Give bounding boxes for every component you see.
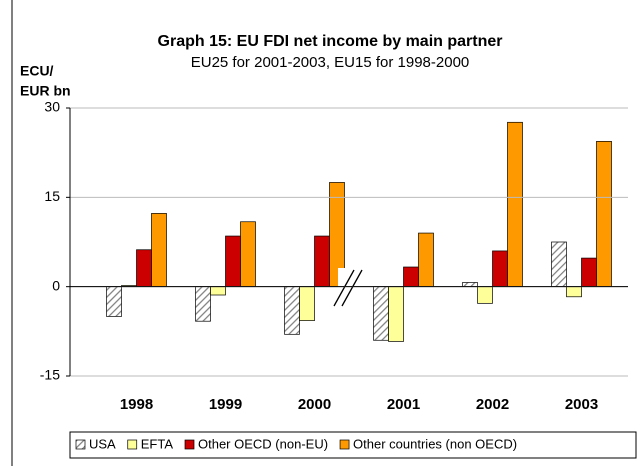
chart-title: Graph 15: EU FDI net income by main part… <box>158 33 503 50</box>
legend-label: USA <box>89 436 116 451</box>
legend-swatch <box>127 439 138 450</box>
legend-swatch <box>184 439 195 450</box>
legend-label: EFTA <box>141 436 174 451</box>
y-tick-label: -15 <box>40 367 60 383</box>
y-tick-label: 15 <box>44 188 60 204</box>
bar <box>225 235 241 288</box>
bar <box>210 286 226 296</box>
chart-subtitle: EU25 for 2001-2003, EU15 for 1998-2000 <box>191 54 470 71</box>
legend-swatch <box>75 439 86 450</box>
y-tick-label: 0 <box>52 277 60 293</box>
x-tick-label: 1999 <box>209 396 242 413</box>
legend-box <box>69 431 637 459</box>
bar <box>418 232 434 288</box>
bar <box>462 282 478 288</box>
bar <box>195 286 211 322</box>
bar <box>477 286 493 304</box>
legend-label: Other OECD (non-EU) <box>198 436 328 451</box>
x-tick-label: 1998 <box>120 396 153 413</box>
y-axis-label: ECU/ <box>20 63 54 79</box>
bar <box>388 286 404 342</box>
bar <box>551 241 567 288</box>
y-tick-label: 30 <box>44 99 60 115</box>
bar <box>566 286 582 298</box>
bar <box>403 266 419 288</box>
legend-swatch <box>339 439 350 450</box>
bar <box>596 141 612 288</box>
y-axis-label: EUR bn <box>20 83 71 99</box>
bar <box>299 286 315 321</box>
bar <box>136 249 152 288</box>
x-tick-label: 2001 <box>387 396 420 413</box>
bar <box>151 213 167 288</box>
x-tick-label: 2002 <box>476 396 509 413</box>
bar <box>507 121 523 288</box>
bar <box>284 286 300 335</box>
x-tick-label: 2000 <box>298 396 331 413</box>
x-tick-label: 2003 <box>565 396 598 413</box>
bar <box>240 221 256 288</box>
bar <box>373 286 389 341</box>
bar <box>492 250 508 288</box>
bar <box>314 235 330 288</box>
bar <box>106 286 122 317</box>
legend-label: Other countries (non OECD) <box>353 436 517 451</box>
bar <box>581 257 597 288</box>
